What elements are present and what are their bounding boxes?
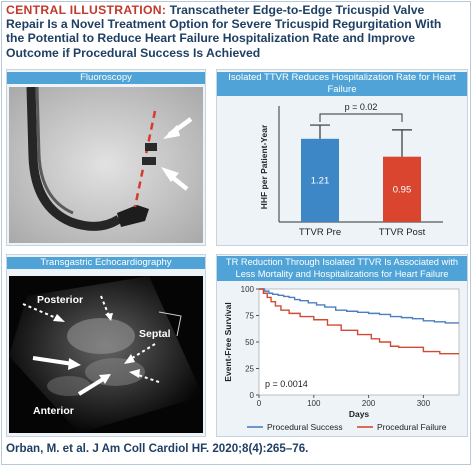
survival-panel: TR Reduction Through Isolated TTVR Is As… [216,254,468,437]
label-anterior: Anterior [33,405,74,417]
km-legend-label: Procedural Success [267,422,343,432]
clip-1 [145,143,157,151]
posterior-arrow-icon [53,314,65,322]
km-x-tick-label: 100 [307,399,321,408]
fluoroscopy-image [9,87,203,243]
white-arrow-echo-lower-icon [99,374,111,384]
km-x-tick-label: 300 [417,399,431,408]
title-line-1: Transcatheter Edge-to-Edge Tricuspid Val… [169,3,425,17]
delivery-system-tip [117,205,149,227]
label-posterior: Posterior [37,294,83,306]
fluoroscopy-drawing [9,87,203,243]
km-y-axis-label: Event-Free Survival [223,302,233,381]
title-line-3: the Potential to Reduce Heart Failure Ho… [6,31,416,46]
clip-2 [142,157,156,165]
km-y-tick-label: 75 [245,312,254,321]
bar-ttvr-post [383,156,421,222]
survival-title-line-1: TR Reduction Through Isolated TTVR Is As… [225,257,459,267]
label-septal: Septal [139,328,171,340]
title-line-4: Outcome if Procedural Success Is Achieve… [6,45,261,60]
upper-dashed-arrow-icon [105,313,113,321]
km-line-procedural-failure [259,288,459,355]
septal-arrow-lower-icon [129,369,140,378]
hospitalization-panel: Isolated TTVR Reduces Hospitalization Ra… [216,69,468,246]
white-arrow-upper-icon [163,125,180,139]
echo-image: Posterior Septal Anterior [9,276,203,433]
km-line-procedural-success [259,288,459,324]
fluoroscopy-panel: Fluoroscopy [6,69,206,246]
bar-value-label: 0.95 [393,184,412,195]
km-p-value: p = 0.0014 [265,379,308,389]
significance-bracket [319,113,403,122]
survival-title-line-2: Less Mortality and Hospitalizations for … [235,268,449,279]
title-line-2: Repair Is a Novel Treatment Option for S… [6,17,442,32]
white-arrow-echo-left-icon [68,358,81,370]
km-y-tick-label: 100 [241,285,255,294]
km-x-tick-label: 200 [362,399,376,408]
echo-drawing: Posterior Septal Anterior [9,276,203,433]
bar-category-label: TTVR Post [379,227,426,238]
km-x-axis-label: Days [349,409,370,419]
km-legend-label: Procedural Failure [377,422,447,432]
citation: Orban, M. et al. J Am Coll Cardiol HF. 2… [6,442,309,455]
bar-value-label: 1.21 [311,175,330,186]
header-title: CENTRAL ILLUSTRATION: Transcatheter Edge… [6,3,468,60]
bar-p-value: p = 0.02 [345,102,378,112]
km-y-tick-label: 50 [245,338,254,347]
fluoroscopy-title: Fluoroscopy [7,72,205,84]
km-plot-area [258,288,460,396]
echo-panel: Transgastric Echocardiography [6,254,206,437]
central-illustration-label: CENTRAL ILLUSTRATION: [6,3,167,17]
bar-ttvr-pre [301,138,339,222]
hospitalization-bar-chart: HHF per Patient-Year 1.21 TTVR Pre 0.95 TTVR… [259,102,443,238]
survival-title: TR Reduction Through Isolated TTVR Is As… [217,256,467,281]
km-x-tick-label: 0 [257,399,262,408]
bar-y-axis-label: HHF per Patient-Year [259,124,269,209]
septal-arrow-icon [124,354,135,364]
hospitalization-title: Isolated TTVR Reduces Hospitalization Ra… [217,72,467,96]
km-y-tick-label: 25 [245,365,254,374]
km-y-tick-label: 0 [250,391,255,400]
echo-title: Transgastric Echocardiography [7,257,205,269]
bar-category-label: TTVR Pre [299,227,341,238]
survival-line-chart: 0 25 50 75 100 0 100 200 300 Days Event-Free Survi… [223,285,460,432]
white-arrow-lower-icon [161,167,179,182]
catheter-shaft [26,87,122,231]
